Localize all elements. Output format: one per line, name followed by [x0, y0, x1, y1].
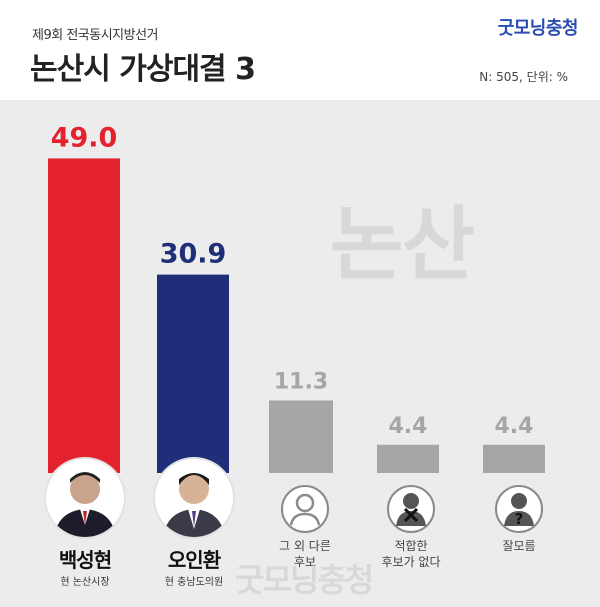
person-x-icon	[386, 484, 436, 538]
bar-value-label-5: 4.4	[495, 414, 534, 439]
bar-5	[483, 444, 545, 473]
option-label-none: 적합한 후보가 없다	[381, 539, 441, 569]
page-title: 논산시 가상대결 3	[30, 52, 256, 87]
bar-2	[157, 274, 229, 473]
option-label-other: 그 외 다른 후보	[279, 539, 331, 569]
sample-size-note: N: 505, 단위: %	[479, 70, 568, 84]
candidate-role-1: 현 논산시장	[60, 577, 110, 588]
brand-logo: 굿모닝충청	[497, 18, 579, 39]
bar-1	[48, 158, 120, 474]
person-question-icon: ?	[494, 484, 544, 538]
candidate-name-1: 백성현	[58, 548, 112, 572]
page-subtitle: 제9회 전국동시지방선거	[32, 28, 159, 43]
person-icon	[280, 484, 330, 538]
bar-value-label-1: 49.0	[51, 122, 118, 153]
candidate-role-2: 현 충남도의원	[164, 577, 224, 588]
candidate-photo-2	[153, 457, 235, 539]
bar-3	[269, 400, 333, 473]
candidate-photo-1	[44, 457, 126, 539]
bar-value-label-3: 11.3	[274, 369, 328, 394]
candidate-name-2: 오인환	[167, 548, 221, 572]
header-band	[0, 0, 600, 100]
option-label-unknown: 잘모름	[502, 539, 536, 553]
svg-text:?: ?	[515, 510, 524, 528]
bar-value-label-4: 4.4	[389, 414, 428, 439]
bar-4	[377, 444, 439, 473]
bar-value-label-2: 30.9	[160, 239, 227, 270]
